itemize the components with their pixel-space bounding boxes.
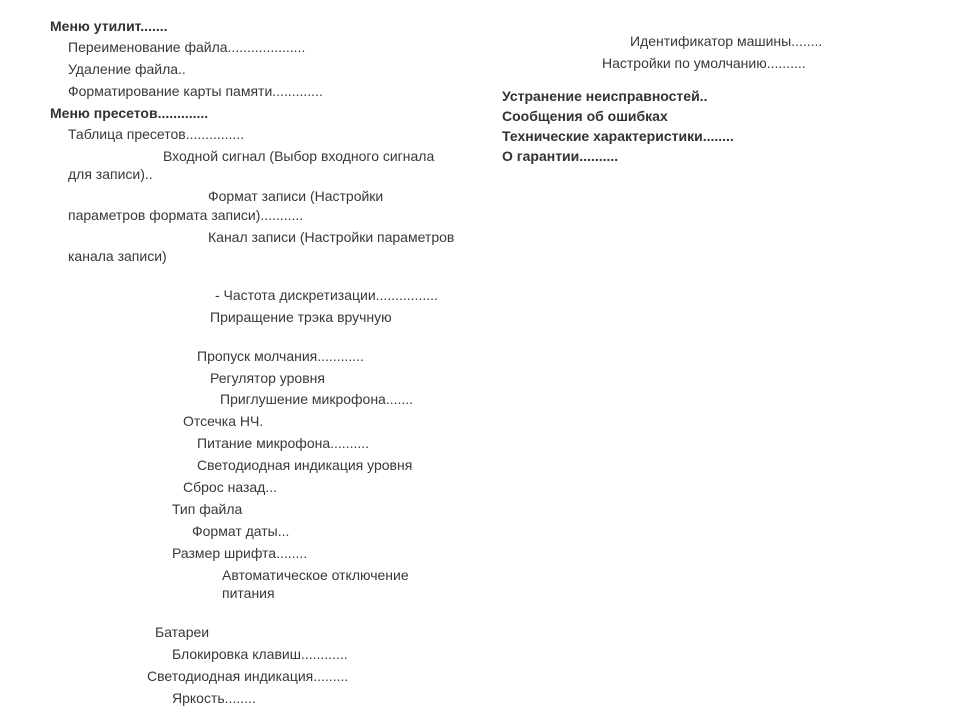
preset-file-type: Тип файла — [50, 500, 462, 519]
preset-table: Таблица пресетов............... — [50, 125, 462, 144]
preset-rec-format-text: Формат записи (Настройки параметров форм… — [68, 188, 383, 223]
util-item-format: Форматирование карты памяти............. — [50, 82, 462, 101]
preset-rec-channel-text: Канал записи (Настройки параметров канал… — [68, 229, 454, 264]
util-item-delete: Удаление файла.. — [50, 60, 462, 79]
preset-track-inc: Приращение трэка вручную — [50, 308, 462, 327]
right-default-settings: Настройки по умолчанию.......... — [502, 54, 914, 73]
page-root: Меню утилит....... Переименование файла.… — [0, 0, 954, 673]
preset-menu-heading: Меню пресетов............. — [50, 105, 462, 121]
preset-mic-power: Питание микрофона.......... — [50, 434, 462, 453]
right-tech-specs-heading: Технические характеристики........ — [502, 128, 914, 144]
right-warranty-heading: О гарантии.......... — [502, 148, 914, 164]
left-column: Меню утилит....... Переименование файла.… — [50, 14, 482, 653]
preset-input-signal: Входной сигнал (Выбор входного сигнала д… — [50, 147, 462, 185]
preset-led-ind: Светодиодная индикация......... — [50, 667, 462, 686]
preset-input-signal-text: Входной сигнал (Выбор входного сигнала д… — [68, 148, 434, 183]
preset-auto-off: Автоматическое отключение питания — [50, 566, 462, 604]
util-item-rename: Переименование файла.................... — [50, 38, 462, 57]
preset-rec-channel: Канал записи (Настройки параметров канал… — [50, 228, 462, 266]
util-menu-heading: Меню утилит....... — [50, 18, 462, 34]
preset-brightness: Яркость........ — [50, 689, 462, 708]
preset-rec-format: Формат записи (Настройки параметров форм… — [50, 187, 462, 225]
preset-reset-back: Сброс назад... — [50, 478, 462, 497]
preset-sample-rate: - Частота дискретизации................ — [50, 286, 462, 305]
right-machine-id: Идентификатор машины........ — [502, 32, 914, 51]
preset-key-lock: Блокировка клавиш............ — [50, 645, 462, 664]
preset-low-cut: Отсечка НЧ. — [50, 412, 462, 431]
right-column: Идентификатор машины........ Настройки п… — [482, 14, 914, 653]
right-error-msgs-heading: Сообщения об ошибках — [502, 108, 914, 124]
preset-date-fmt: Формат даты... — [50, 522, 462, 541]
preset-led-level: Светодиодная индикация уровня — [50, 456, 462, 475]
preset-silence-skip: Пропуск молчания............ — [50, 347, 462, 366]
preset-batteries: Батареи — [50, 623, 462, 642]
preset-font-size: Размер шрифта........ — [50, 544, 462, 563]
right-troubleshoot-heading: Устранение неисправностей.. — [502, 88, 914, 104]
preset-level-ctrl: Регулятор уровня — [50, 369, 462, 388]
preset-mic-mute: Приглушение микрофона....... — [50, 390, 462, 409]
